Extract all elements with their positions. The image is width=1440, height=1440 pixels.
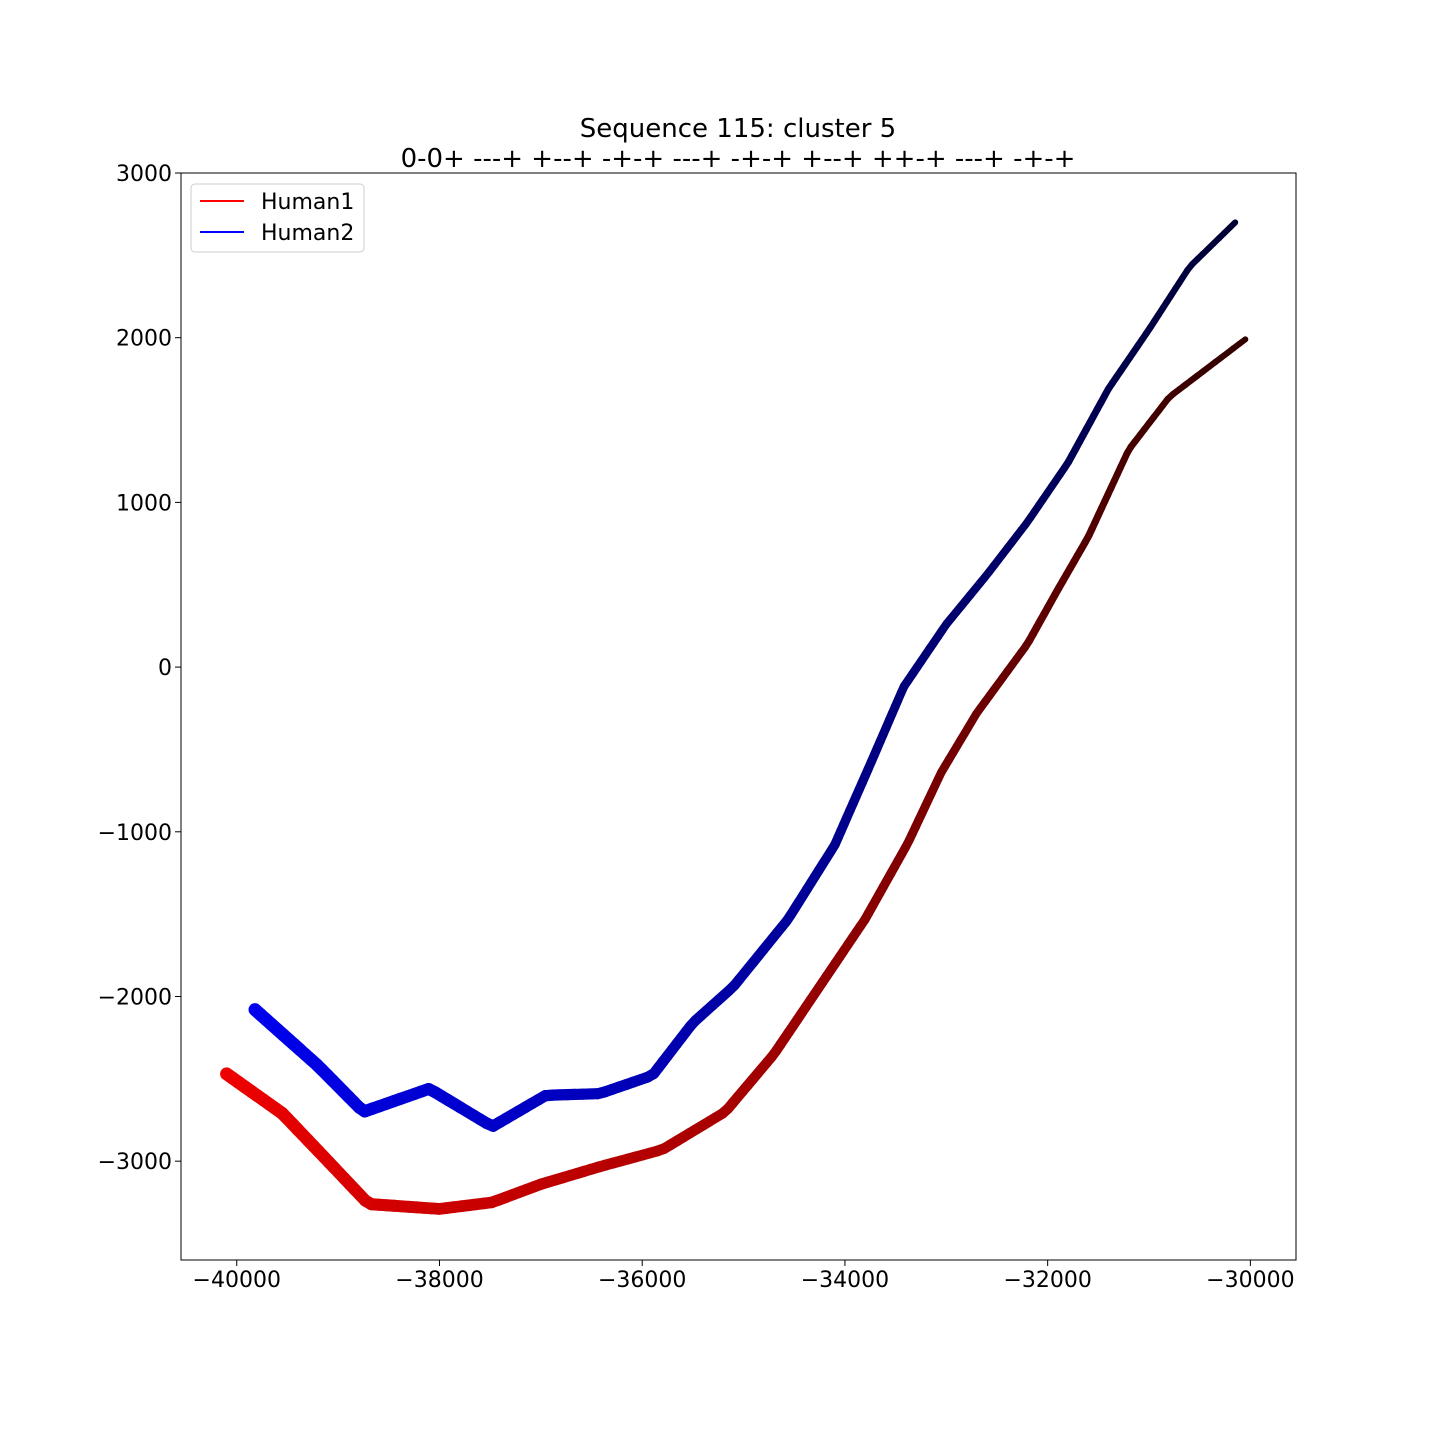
y-tick-label: 0 [158,656,172,681]
y-tick-label: −3000 [98,1150,172,1175]
series-line-segment [1236,336,1249,347]
y-tick-label: 1000 [116,491,172,516]
plot-frame [180,172,1297,1261]
legend-label-human1: Human1 [261,190,354,215]
legend: Human1 Human2 [190,183,365,253]
y-tick-label: 3000 [116,162,172,187]
chart-title: Sequence 115: cluster 5 [580,114,896,144]
x-tick-label: −30000 [1206,1268,1294,1293]
x-tick-label: −38000 [395,1268,483,1293]
chart-subtitle: 0-0+ ---+ +--+ -+-+ ---+ -+-+ +--+ ++-+ … [401,144,1076,174]
axes-layer: −40000 −38000 −36000 −34000 −32000 −300003000… [98,162,1297,1293]
series-human2 [248,219,1239,1132]
series-line-segment [1226,219,1239,231]
series-human1 [220,336,1249,1215]
x-tick-label: −32000 [1003,1268,1091,1293]
y-tick-label: 2000 [116,327,172,352]
series-layer [220,219,1249,1215]
y-tick-label: −1000 [98,821,172,846]
x-tick-label: −36000 [598,1268,686,1293]
y-tick-label: −2000 [98,985,172,1010]
legend-label-human2: Human2 [261,221,354,246]
x-tick-label: −40000 [193,1268,281,1293]
x-tick-label: −34000 [801,1268,889,1293]
